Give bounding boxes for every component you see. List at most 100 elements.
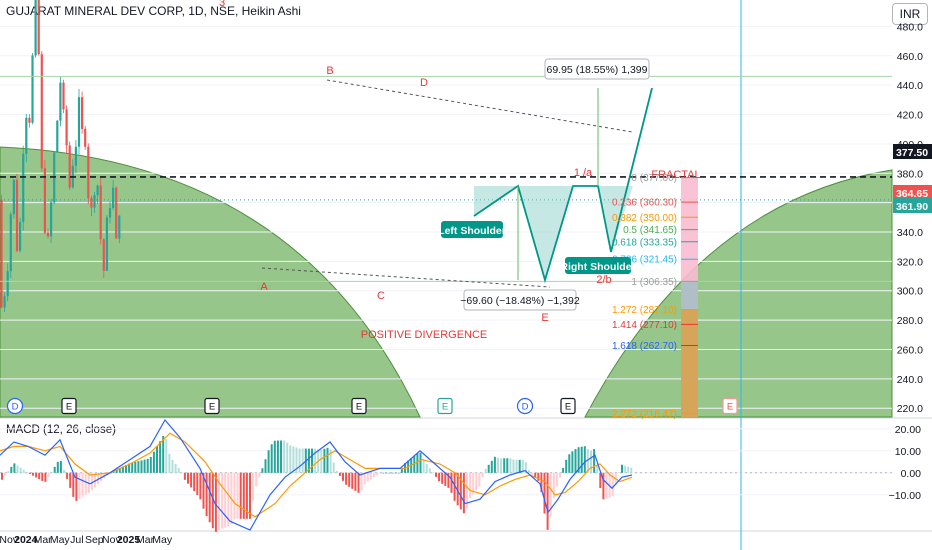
- macd-histogram-bar: [559, 472, 561, 478]
- macd-histogram-bar: [292, 446, 295, 473]
- macd-histogram-bar: [84, 472, 87, 495]
- macd-histogram-bar: [286, 442, 289, 473]
- macd-histogram-bar: [267, 450, 270, 473]
- macd-histogram-bar: [270, 444, 273, 473]
- macd-axis-label: −10.00: [889, 490, 922, 502]
- macd-histogram-bar: [462, 472, 465, 514]
- macd-histogram-bar: [546, 472, 549, 530]
- macd-histogram-bar: [295, 447, 298, 473]
- macd-histogram-bar: [500, 458, 503, 473]
- macd-histogram-bar: [431, 472, 434, 474]
- macd-histogram-bar: [475, 472, 478, 491]
- macd-histogram-bar: [314, 448, 317, 473]
- macd-histogram-bar: [53, 466, 56, 473]
- annotation-label: C: [377, 290, 385, 302]
- macd-axis-label: 0.00: [901, 468, 922, 480]
- macd-histogram-bar: [565, 459, 568, 473]
- price-axis-label: 380.0: [897, 168, 923, 180]
- macd-histogram-bar: [506, 458, 509, 473]
- macd-histogram-bar: [568, 454, 571, 473]
- macd-histogram-bar: [571, 451, 574, 473]
- macd-histogram-bar: [245, 472, 248, 519]
- candle-body: [59, 82, 62, 121]
- macd-histogram-bar: [7, 471, 10, 473]
- macd-histogram-bar: [459, 472, 462, 510]
- macd-histogram-bar: [586, 448, 589, 473]
- macd-histogram-bar: [487, 464, 490, 473]
- macd-histogram-bar: [208, 472, 211, 523]
- candle-body: [84, 128, 87, 147]
- macd-histogram-bar: [211, 472, 214, 529]
- trendlines: [0, 75, 892, 288]
- candle-body: [43, 168, 46, 233]
- shoulder-badge-label: Right Shoulder: [560, 261, 635, 273]
- candle-body: [25, 117, 28, 154]
- macd-histogram-bar: [385, 472, 388, 474]
- macd-histogram-bar: [438, 472, 441, 482]
- price-tag: [893, 198, 932, 213]
- macd-histogram-bar: [363, 472, 366, 485]
- annotation-label: POSITIVE DIVERGENCE: [361, 329, 488, 341]
- macd-histogram-bar: [196, 472, 199, 495]
- macd-histogram-bar: [419, 452, 422, 473]
- fib-level-label: 0.786 (321.45): [612, 255, 677, 266]
- macd-histogram-bar: [450, 472, 453, 493]
- event-marker: [351, 397, 367, 415]
- macd-histogram-bar: [218, 472, 220, 530]
- macd-histogram-bar: [289, 445, 292, 473]
- candle-body: [102, 239, 105, 271]
- macd-histogram-bar: [630, 467, 633, 473]
- candle-body: [50, 202, 53, 237]
- annotation-label: FRACTAL: [651, 169, 700, 181]
- candle-body: [118, 215, 121, 239]
- macd-histogram-bar: [239, 472, 242, 519]
- macd-histogram-bar: [25, 471, 28, 473]
- macd-histogram-bar: [345, 472, 348, 485]
- macd-histogram-bar: [379, 472, 382, 474]
- candle-body: [68, 145, 71, 188]
- macd-pane: 20.00 10.00 0.00 −10.00: [0, 418, 922, 532]
- head-shoulders: [473, 87, 653, 284]
- chart-header-title: GUJARAT MINERAL DEV CORP, 1D, NSE, Heiki…: [6, 4, 301, 18]
- macd-histogram-bar: [38, 472, 41, 480]
- time-axis-label: Jul: [70, 534, 83, 546]
- macd-histogram-bar: [255, 472, 258, 487]
- macd-histogram-bar: [617, 472, 620, 473]
- macd-histogram-bar: [323, 448, 326, 473]
- macd-histogram-bar: [543, 472, 546, 514]
- macd-histogram-bar: [298, 448, 301, 473]
- macd-histogram-bar: [453, 472, 456, 501]
- macd-histogram-bar: [441, 472, 444, 484]
- currency-button[interactable]: INR: [892, 3, 928, 25]
- macd-histogram-bar: [348, 472, 351, 487]
- measure-box: [463, 289, 577, 311]
- macd-histogram-bar: [264, 459, 267, 473]
- fib-level-label: 2.272 (216.47): [612, 409, 677, 420]
- candle-body: [3, 296, 6, 308]
- time-axis-label: Sep: [85, 534, 104, 546]
- candle-body: [74, 146, 77, 166]
- macd-histogram-bar: [307, 448, 310, 473]
- macd-histogram-bar: [227, 472, 230, 527]
- fib-level-label: 1.618 (262.70): [612, 341, 677, 352]
- macd-histogram-bar: [478, 472, 481, 487]
- candle-body: [19, 221, 22, 251]
- macd-histogram-bar: [283, 440, 286, 473]
- macd-histogram-bar: [140, 460, 143, 473]
- macd-histogram-bar: [249, 472, 251, 519]
- time-axis-label: 2025: [117, 534, 141, 546]
- macd-histogram-bar: [493, 456, 496, 473]
- time-axis-label: Mar: [136, 534, 155, 546]
- macd-histogram-bar: [583, 446, 586, 473]
- annotation-label: 3: [219, 0, 225, 9]
- shoulder-badge: [441, 221, 503, 238]
- macd-histogram-bar: [320, 449, 323, 473]
- event-marker-label: E: [66, 402, 72, 413]
- macd-line: [0, 418, 633, 531]
- candle-body: [6, 271, 9, 297]
- price-axis-label: 460.0: [897, 51, 923, 63]
- macd-histogram-bar: [224, 472, 227, 528]
- candle-body: [46, 232, 50, 237]
- event-marker: [516, 397, 534, 415]
